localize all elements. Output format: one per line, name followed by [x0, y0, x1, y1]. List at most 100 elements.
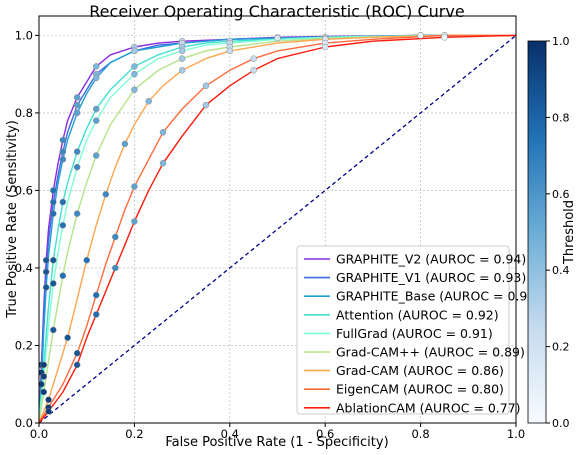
threshold-marker — [178, 67, 186, 74]
threshold-marker — [73, 109, 81, 117]
y-tick-label: 0.4 — [15, 261, 33, 275]
legend-label: FullGrad (AUROC = 0.91) — [336, 326, 493, 341]
colorbar: 0.0 0.2 0.4 0.6 0.8 1.0 Threshold — [527, 35, 577, 430]
threshold-marker — [40, 373, 48, 380]
x-tick-label: 0.6 — [316, 427, 334, 441]
colorbar-tick-label: 0.6 — [552, 188, 570, 201]
threshold-marker — [73, 361, 81, 369]
threshold-marker — [83, 256, 90, 264]
threshold-marker — [92, 63, 100, 70]
y-tick-label: 0.8 — [15, 106, 33, 120]
x-tick-label: 1.0 — [507, 427, 525, 441]
threshold-marker — [131, 86, 138, 93]
threshold-marker — [42, 256, 50, 264]
threshold-marker — [202, 101, 210, 109]
threshold-marker — [226, 47, 234, 55]
threshold-marker — [92, 74, 100, 82]
legend-label: GRAPHITE_Base (AUROC = 0.93) — [336, 289, 540, 304]
threshold-marker — [39, 380, 45, 388]
y-axis-label: True Positive Rate (Sensitivity) — [5, 120, 20, 319]
threshold-marker — [112, 233, 119, 241]
threshold-marker — [159, 160, 167, 167]
threshold-marker — [50, 198, 57, 206]
x-tick-label: 0.0 — [30, 427, 48, 441]
colorbar-tick-label: 0.0 — [552, 417, 570, 430]
threshold-marker — [59, 156, 67, 163]
threshold-marker — [40, 388, 48, 396]
plot-frame — [38, 15, 517, 424]
x-axis-label: False Positive Rate (1 - Specificity) — [165, 435, 388, 450]
threshold-marker — [50, 280, 57, 287]
legend-label: AblationCAM (AUROC = 0.77) — [336, 400, 521, 415]
colorbar-label: Threshold — [562, 200, 577, 265]
colorbar-tick-label: 0.4 — [552, 264, 570, 277]
threshold-marker — [131, 218, 138, 225]
roc-curve-6 — [39, 34, 516, 423]
threshold-marker — [250, 55, 257, 62]
threshold-marker — [202, 82, 210, 90]
threshold-marker — [59, 272, 67, 279]
colorbar-ticks: 0.0 0.2 0.4 0.6 0.8 1.0 — [546, 35, 570, 430]
threshold-marker — [102, 191, 110, 198]
roc-curve-4 — [39, 34, 516, 423]
threshold-marker — [45, 396, 52, 403]
threshold-marker — [50, 210, 57, 217]
threshold-marker — [417, 32, 424, 39]
threshold-marker — [92, 291, 100, 299]
threshold-marker — [73, 163, 81, 171]
threshold-marker — [145, 98, 152, 105]
threshold-marker — [92, 117, 100, 124]
threshold-marker — [131, 70, 138, 78]
threshold-marker — [112, 264, 119, 272]
roc-curve-2 — [39, 34, 516, 423]
threshold-marker — [178, 47, 186, 55]
diagonal-line — [39, 34, 516, 423]
threshold-marker — [45, 408, 52, 415]
threshold-marker — [131, 183, 138, 190]
legend-box — [296, 245, 510, 415]
legend-label: EigenCAM (AUROC = 0.80) — [336, 382, 504, 397]
threshold-marker — [178, 55, 186, 62]
threshold-marker — [121, 140, 129, 148]
roc-curve-8 — [39, 34, 516, 423]
threshold-markers — [39, 32, 448, 415]
threshold-marker — [274, 34, 281, 42]
threshold-marker — [59, 136, 67, 144]
y-tick-label: 0.2 — [15, 338, 33, 352]
colorbar-tick-label: 1.0 — [552, 35, 570, 48]
diagonal-reference — [39, 34, 516, 423]
y-axis-ticks: 0.0 0.2 0.4 0.6 0.8 1.0 — [15, 28, 39, 430]
threshold-marker — [50, 326, 57, 334]
threshold-marker — [131, 63, 138, 70]
x-axis-ticks: 0.0 0.2 0.4 0.6 0.8 1.0 — [30, 423, 525, 441]
legend-label: Grad-CAM (AUROC = 0.86) — [336, 363, 504, 378]
colorbar-tick-label: 0.2 — [552, 341, 570, 354]
threshold-marker — [73, 210, 81, 217]
threshold-marker — [50, 256, 57, 264]
legend-label: Grad-CAM++ (AUROC = 0.89) — [336, 345, 525, 360]
chart-title: Receiver Operating Characteristic (ROC) … — [89, 2, 464, 21]
roc-curves — [39, 34, 516, 423]
legend-label: GRAPHITE_V1 (AUROC = 0.93) — [336, 270, 526, 285]
threshold-marker — [73, 101, 81, 109]
x-tick-label: 0.8 — [411, 427, 429, 441]
threshold-marker — [92, 311, 100, 318]
threshold-marker — [250, 67, 257, 74]
threshold-marker — [50, 187, 57, 194]
threshold-marker — [73, 349, 81, 357]
threshold-marker — [73, 148, 81, 155]
threshold-marker — [42, 284, 50, 291]
roc-curve-7 — [39, 34, 516, 423]
threshold-marker — [59, 198, 67, 206]
legend-label: Attention (AUROC = 0.92) — [336, 307, 499, 322]
threshold-marker — [321, 43, 329, 51]
colorbar-tick-label: 0.8 — [552, 111, 570, 124]
threshold-marker — [42, 268, 50, 276]
threshold-marker — [64, 334, 71, 341]
threshold-marker — [159, 129, 167, 136]
threshold-marker — [92, 105, 100, 113]
threshold-marker — [92, 152, 100, 159]
threshold-marker — [131, 47, 138, 55]
legend: GRAPHITE_V2 (AUROC = 0.94) GRAPHITE_V1 (A… — [296, 245, 540, 415]
